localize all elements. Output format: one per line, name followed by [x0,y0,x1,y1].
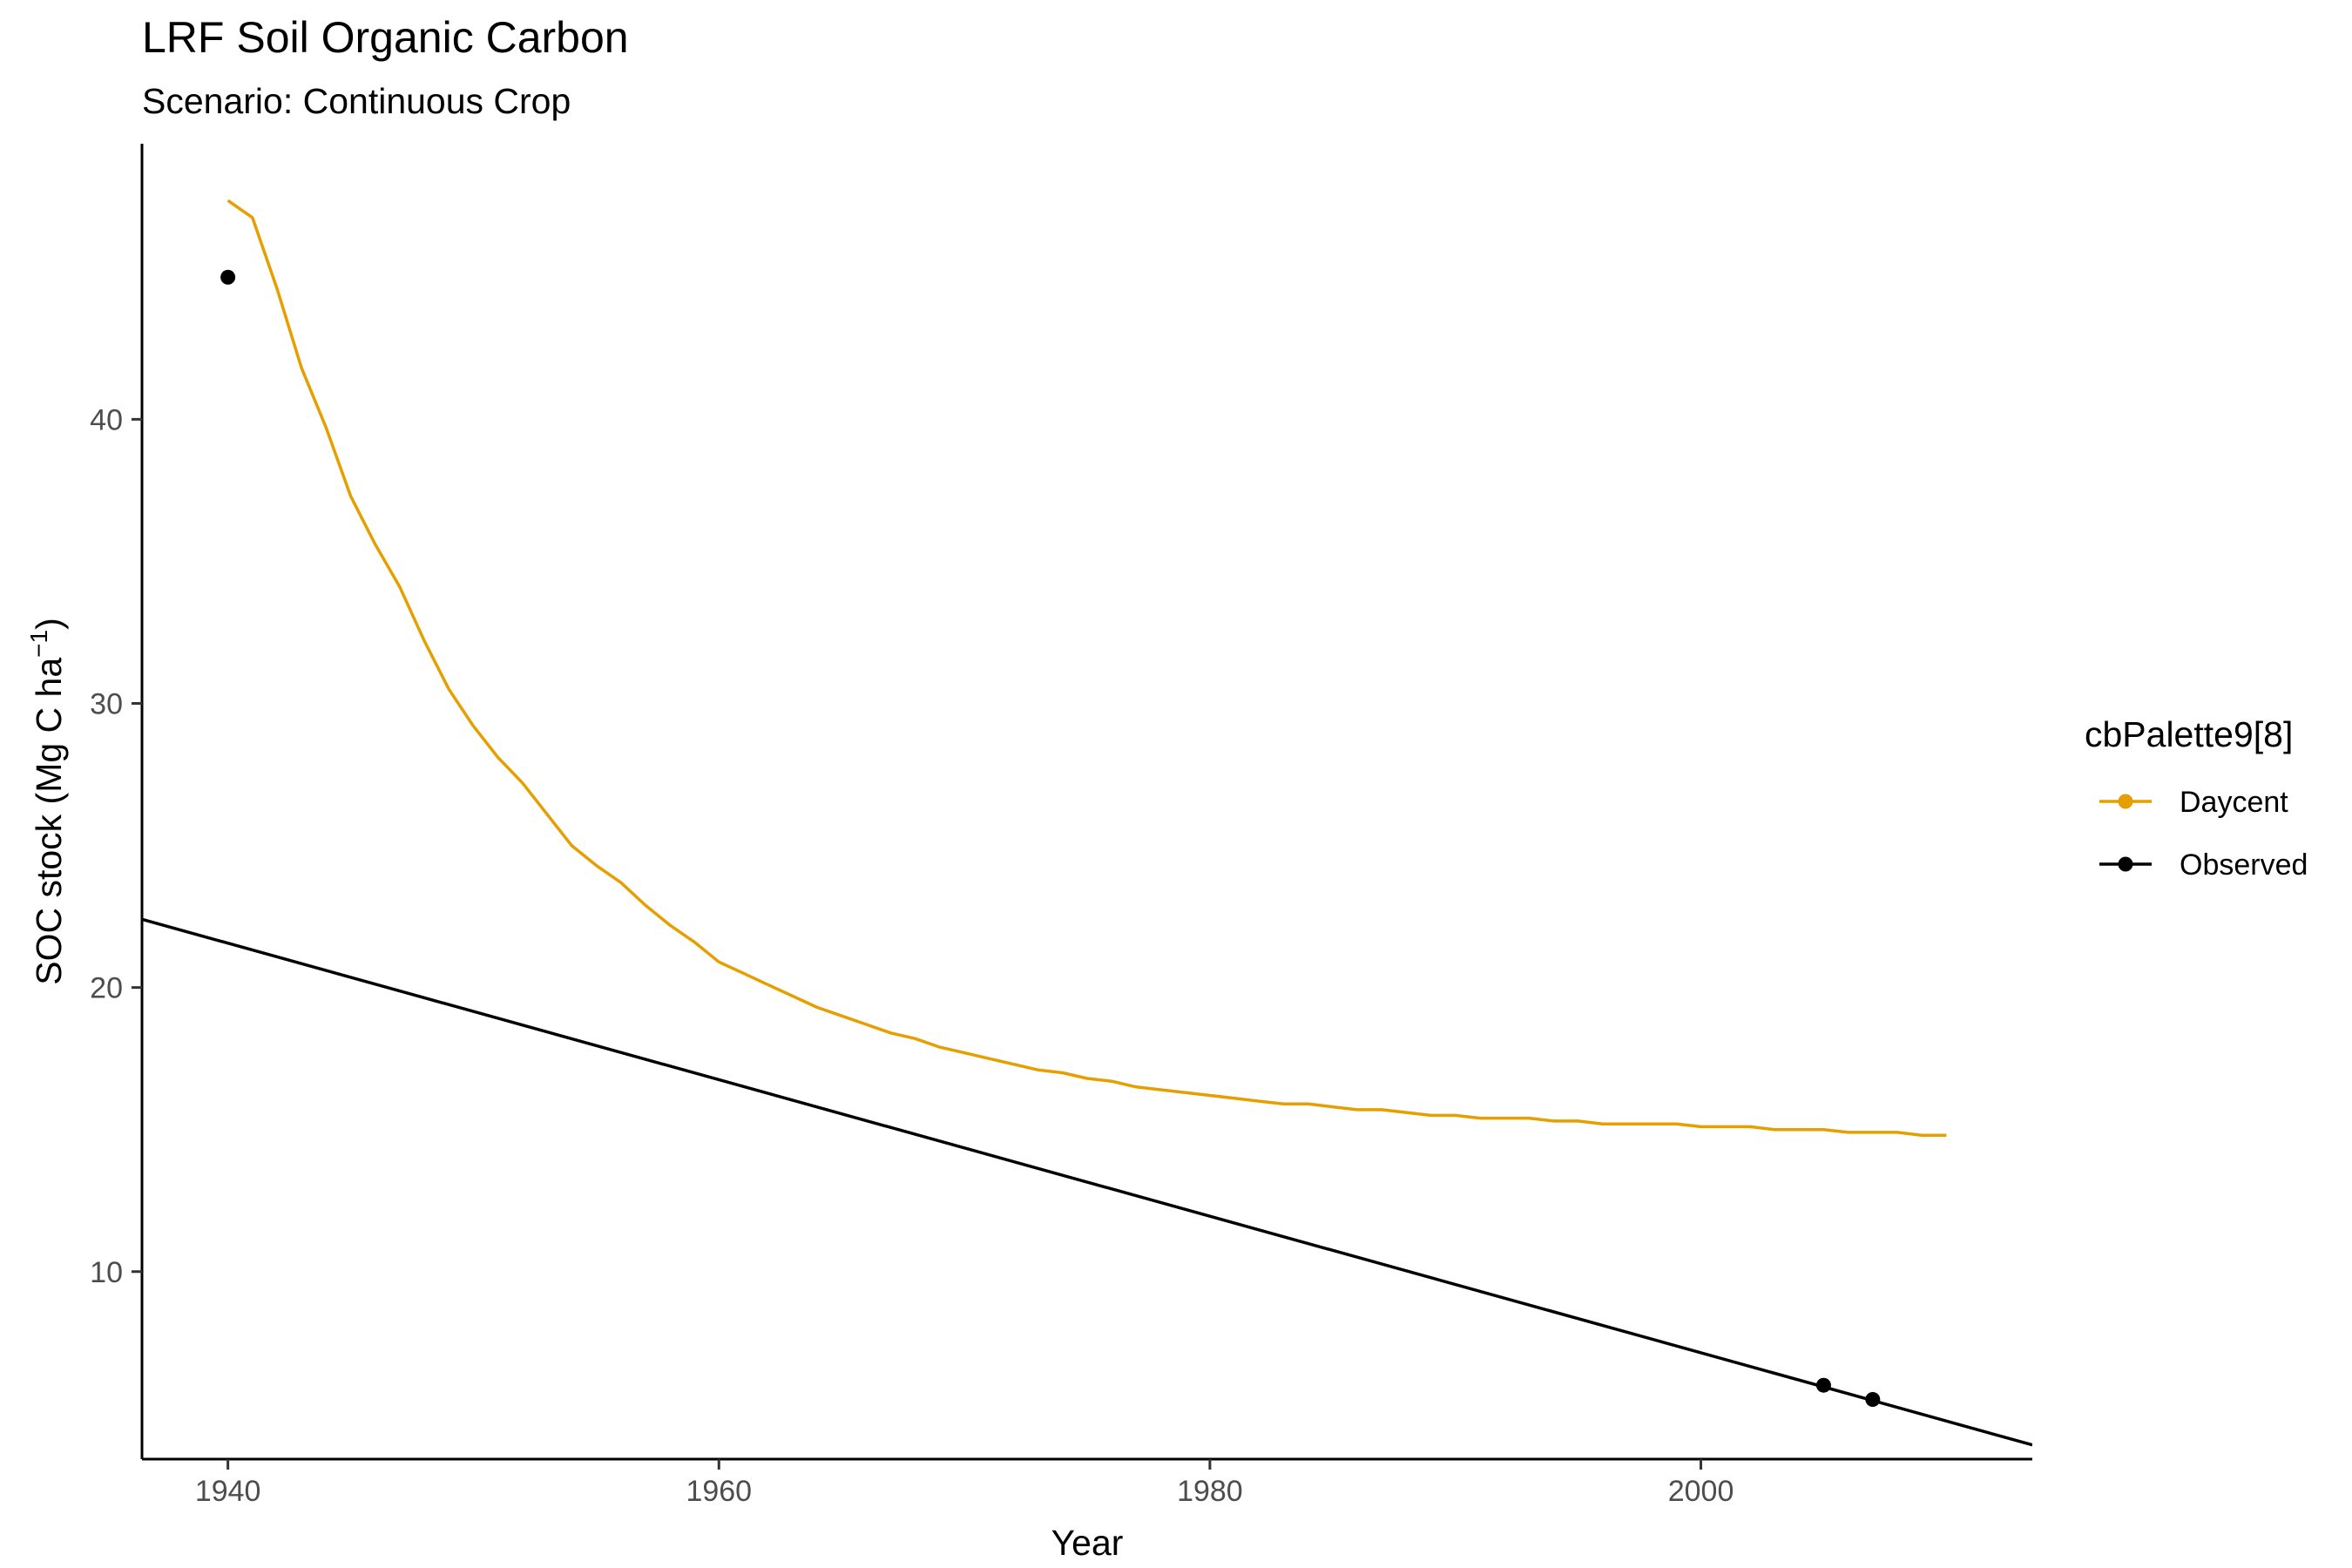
legend-key-point-observed [2118,856,2133,872]
y-axis-ticks: 10 20 30 40 [90,403,142,1289]
y-tick-label: 40 [90,403,123,436]
x-axis-ticks: 1940 1960 1980 2000 [195,1459,1734,1508]
x-tick-label: 1940 [195,1475,261,1508]
x-tick-label: 2000 [1668,1475,1734,1508]
x-tick-label: 1980 [1177,1475,1243,1508]
series-layer [142,199,2032,1447]
daycent-line [226,199,1947,1137]
chart-title: LRF Soil Organic Carbon [142,13,629,62]
y-axis-title-prefix: SOC stock (Mg C ha [29,658,69,985]
chart-subtitle: Scenario: Continuous Crop [142,81,571,121]
x-tick-label: 1960 [686,1475,752,1508]
legend-label-daycent: Daycent [2180,786,2288,819]
observed-trend-line [142,917,2032,1447]
legend: cbPalette9[8] Daycent Observed [2085,714,2308,882]
y-tick-label: 10 [90,1256,123,1289]
y-tick-label: 20 [90,972,123,1005]
observed-point [220,269,236,285]
legend-title: cbPalette9[8] [2085,714,2293,754]
legend-label-observed: Observed [2180,848,2308,882]
x-axis-title: Year [1051,1523,1124,1563]
y-axis-title: SOC stock (Mg C ha−1) [25,618,69,985]
legend-key-point-daycent [2118,794,2133,809]
y-axis-title-superscript: −1 [25,630,52,658]
y-axis-title-suffix: ) [29,618,69,630]
y-tick-label: 30 [90,687,123,720]
